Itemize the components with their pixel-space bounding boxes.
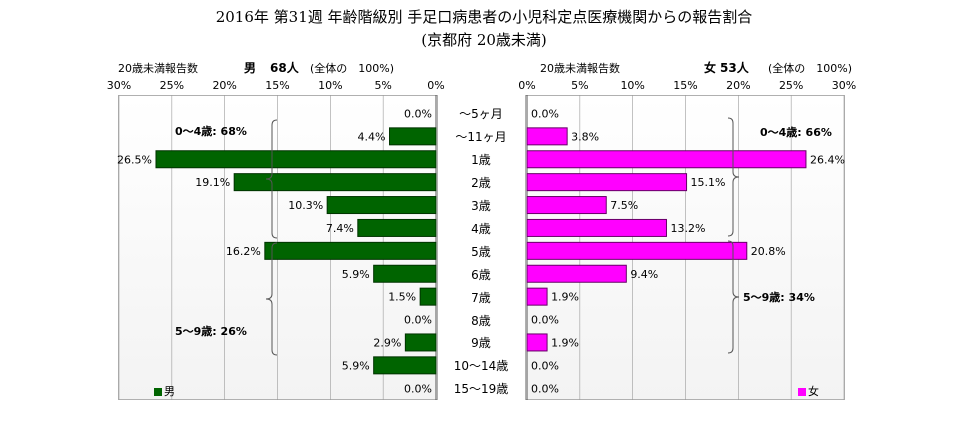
female-bar [526,264,627,283]
right-header-count: 53人 [720,61,749,75]
female-bar [526,173,688,192]
female-value-label: 0.0% [531,359,559,372]
female-bar [526,196,607,215]
female-value-label: 0.0% [531,314,559,327]
left-legend-text: 男 [164,385,175,398]
left-tick-label: 0% [427,79,444,92]
female-value-label: 9.4% [630,268,658,281]
male-bar [155,150,437,169]
male-value-label: 26.5% [117,153,152,166]
right-bracket-0-4-label: 0～4歳: 66% [760,126,832,139]
left-bracket-0-4-label: 0～4歳: 68% [175,125,247,138]
female-value-label: 1.9% [551,336,579,349]
female-value-label: 0.0% [531,382,559,395]
male-bar [233,173,437,192]
category-label: 7歳 [471,290,491,305]
left-tick-label: 15% [265,79,289,92]
right-tick-label: 20% [726,79,750,92]
right-legend: 女 [798,383,819,399]
right-bracket-5-9-label: 5～9歳: 34% [743,291,815,304]
category-label: 3歳 [471,199,491,214]
male-value-label: 7.4% [326,222,354,235]
male-value-label: 0.0% [404,314,432,327]
right-legend-text: 女 [808,385,819,398]
female-value-label: 20.8% [751,245,786,258]
category-label: 9歳 [471,336,491,351]
left-bracket-5-9-label: 5～9歳: 26% [175,325,247,338]
male-value-label: 16.2% [226,245,261,258]
female-value-label: 15.1% [691,176,726,189]
right-tick-label: 10% [620,79,644,92]
male-bar [357,218,437,237]
right-tick-label: 0% [518,79,535,92]
male-value-label: 19.1% [195,176,230,189]
female-bar [526,127,568,146]
male-bar [264,241,437,260]
chart-subtitle: (京都府 20歳未満) [421,31,547,49]
category-label: 10～14歳 [453,359,509,374]
female-value-label: 3.8% [571,130,599,143]
male-value-label: 2.9% [373,336,401,349]
male-bar [389,127,437,146]
male-legend-swatch [154,388,162,396]
category-label: 5歳 [471,244,491,259]
right-tick-label: 30% [832,79,856,92]
female-legend-swatch [798,388,806,396]
male-bar [373,264,437,283]
left-legend: 男 [154,383,175,399]
female-bar [526,241,748,260]
category-label: 6歳 [471,267,491,282]
left-tick-label: 20% [212,79,236,92]
left-tick-label: 30% [107,79,131,92]
right-header-total: (全体の 100%) [768,62,853,75]
category-label: 1歳 [471,153,491,168]
right-bracket-0-4 [727,117,740,237]
right-tick-label: 25% [779,79,803,92]
male-value-label: 5.9% [342,359,370,372]
male-value-label: 0.0% [404,382,432,395]
male-value-label: 1.5% [388,291,416,304]
male-value-label: 10.3% [288,199,323,212]
male-value-label: 5.9% [342,268,370,281]
left-bracket-0-4 [265,119,278,239]
female-value-label: 7.5% [610,199,638,212]
female-bar [526,218,667,237]
right-tick-label: 5% [571,79,588,92]
male-bar [419,287,437,306]
left-header-label: 20歳未満報告数 [118,62,198,75]
category-label: 15～19歳 [453,382,509,397]
male-bar [404,333,437,352]
female-bar [526,150,807,169]
category-label: 8歳 [471,313,491,328]
right-tick-label: 15% [673,79,697,92]
right-header-gender: 女 [704,61,717,75]
female-value-label: 26.4% [810,153,845,166]
left-tick-label: 10% [318,79,342,92]
right-bracket-5-9 [727,240,740,354]
female-bar [526,287,548,306]
male-bar [373,356,437,375]
left-bracket-5-9 [265,242,278,356]
left-header-gender: 男 [244,61,257,75]
female-value-label: 1.9% [551,291,579,304]
male-value-label: 0.0% [404,107,432,120]
left-header-total: (全体の 100%) [310,62,395,75]
left-header-count: 68人 [270,61,299,75]
left-tick-label: 25% [160,79,184,92]
male-bar [326,196,437,215]
chart-title: 2016年 第31週 年齢階級別 手足口病患者の小児科定点医療機関からの報告割合 [215,8,753,26]
female-value-label: 0.0% [531,107,559,120]
category-label: ～11ヶ月 [455,130,507,145]
right-header-label: 20歳未満報告数 [540,62,620,75]
female-bar [526,333,548,352]
male-value-label: 4.4% [358,130,386,143]
category-label: 2歳 [471,176,491,191]
category-label: ～5ヶ月 [459,107,503,122]
female-value-label: 13.2% [670,222,705,235]
left-tick-label: 5% [374,79,391,92]
category-label: 4歳 [471,221,491,236]
